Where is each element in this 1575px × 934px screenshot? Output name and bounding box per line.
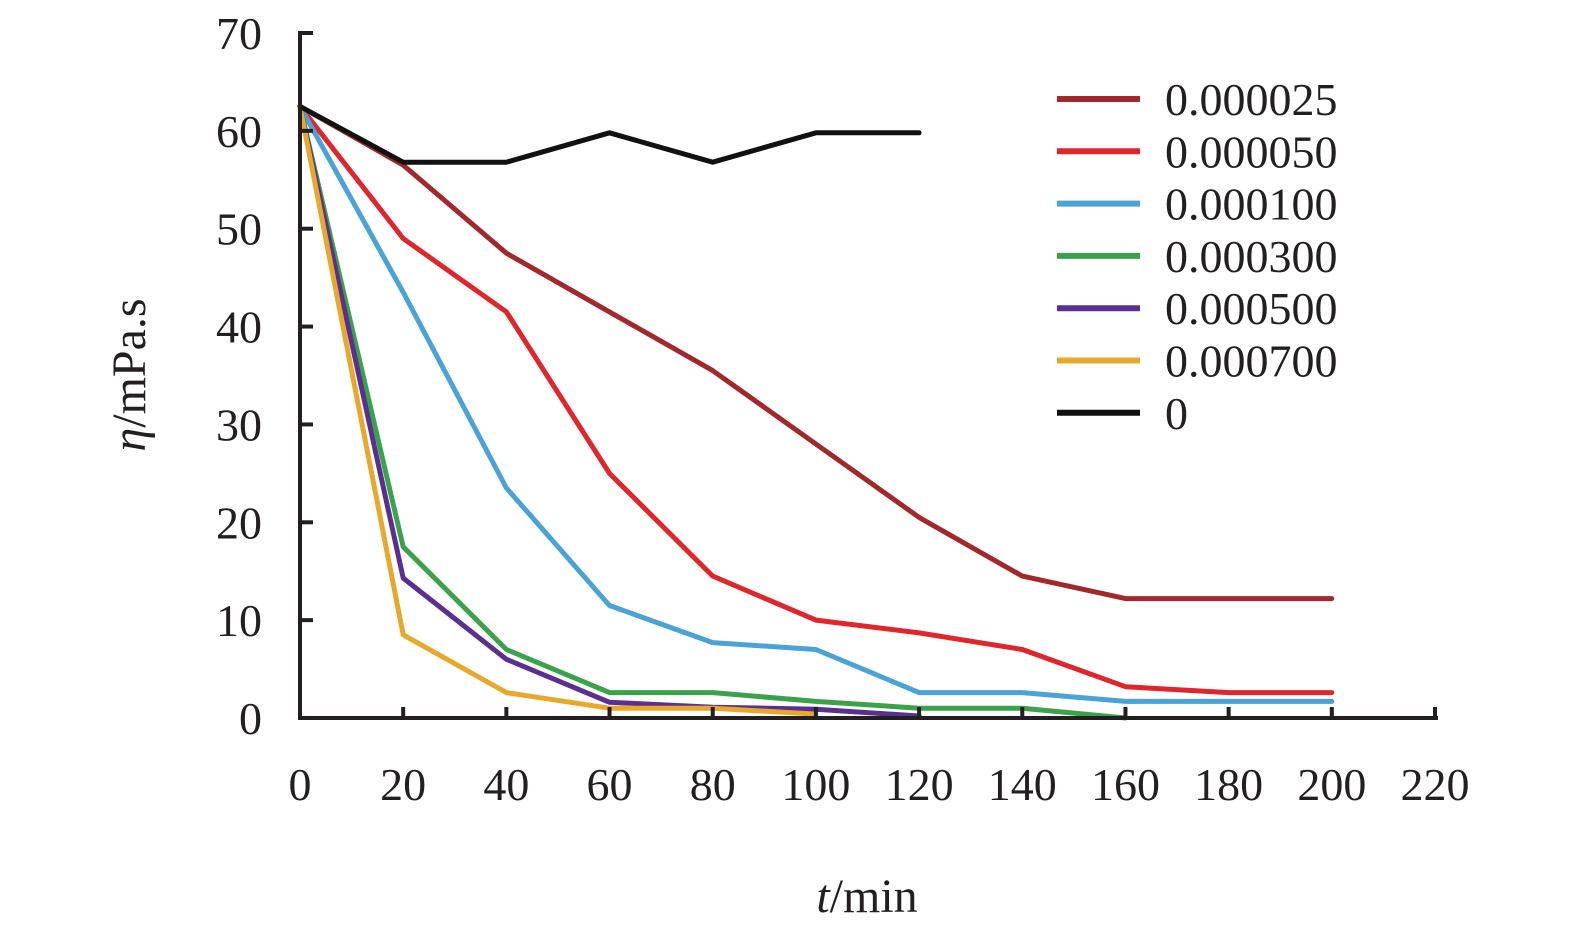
x-tick-label-3: 60 <box>587 759 633 810</box>
legend-label-4: 0.000500 <box>1165 283 1338 334</box>
y-axis-title-unit: /mPa.s <box>103 298 156 427</box>
x-tick-label-4: 80 <box>690 759 736 810</box>
series-line-2 <box>297 103 1335 704</box>
series-line-1 <box>297 103 1335 696</box>
y-tick-label-6: 60 <box>216 106 262 157</box>
y-tick-label-7: 70 <box>216 8 262 59</box>
x-axis-title: t/min <box>816 870 917 923</box>
series-line-0 <box>297 103 1335 602</box>
legend-label-6: 0 <box>1165 388 1188 439</box>
y-tick-label-0: 0 <box>239 693 262 744</box>
axes-layer: 0 20 40 60 80 100 120 140 160 180 200 220 0 10 20 30 40 5… <box>216 8 1470 810</box>
x-axis-title-symbol: t <box>816 870 831 923</box>
y-axis-title: η/mPa.s <box>103 298 156 451</box>
y-tick-label-1: 10 <box>216 595 262 646</box>
series-line-3 <box>297 103 1128 721</box>
y-tick-label-2: 20 <box>216 497 262 548</box>
series-line-6 <box>297 103 922 165</box>
series-line-4 <box>297 103 922 719</box>
legend-label-1: 0.000050 <box>1165 126 1338 177</box>
y-tick-label-5: 50 <box>216 204 262 255</box>
x-tick-label-8: 160 <box>1091 759 1160 810</box>
series-line-5 <box>297 103 819 717</box>
x-tick-label-7: 140 <box>988 759 1057 810</box>
series-layer <box>297 103 1335 721</box>
x-tick-label-9: 180 <box>1194 759 1263 810</box>
x-tick-label-5: 100 <box>781 759 850 810</box>
legend-label-2: 0.000100 <box>1165 179 1338 230</box>
x-tick-label-11: 220 <box>1401 759 1470 810</box>
legend-label-0: 0.000025 <box>1165 74 1338 125</box>
x-tick-label-2: 40 <box>483 759 529 810</box>
y-tick-label-3: 30 <box>216 399 262 450</box>
x-tick-label-6: 120 <box>885 759 954 810</box>
legend-label-3: 0.000300 <box>1165 231 1338 282</box>
legend: 0.0000250.0000500.0001000.0003000.000500… <box>1057 74 1338 439</box>
y-tick-label-4: 40 <box>216 302 262 353</box>
legend-label-5: 0.000700 <box>1165 336 1338 387</box>
y-axis-title-symbol: η <box>103 428 156 452</box>
x-tick-label-10: 200 <box>1297 759 1366 810</box>
x-tick-label-0: 0 <box>289 759 312 810</box>
x-axis-title-unit: /min <box>830 870 918 923</box>
x-tick-label-1: 20 <box>380 759 426 810</box>
